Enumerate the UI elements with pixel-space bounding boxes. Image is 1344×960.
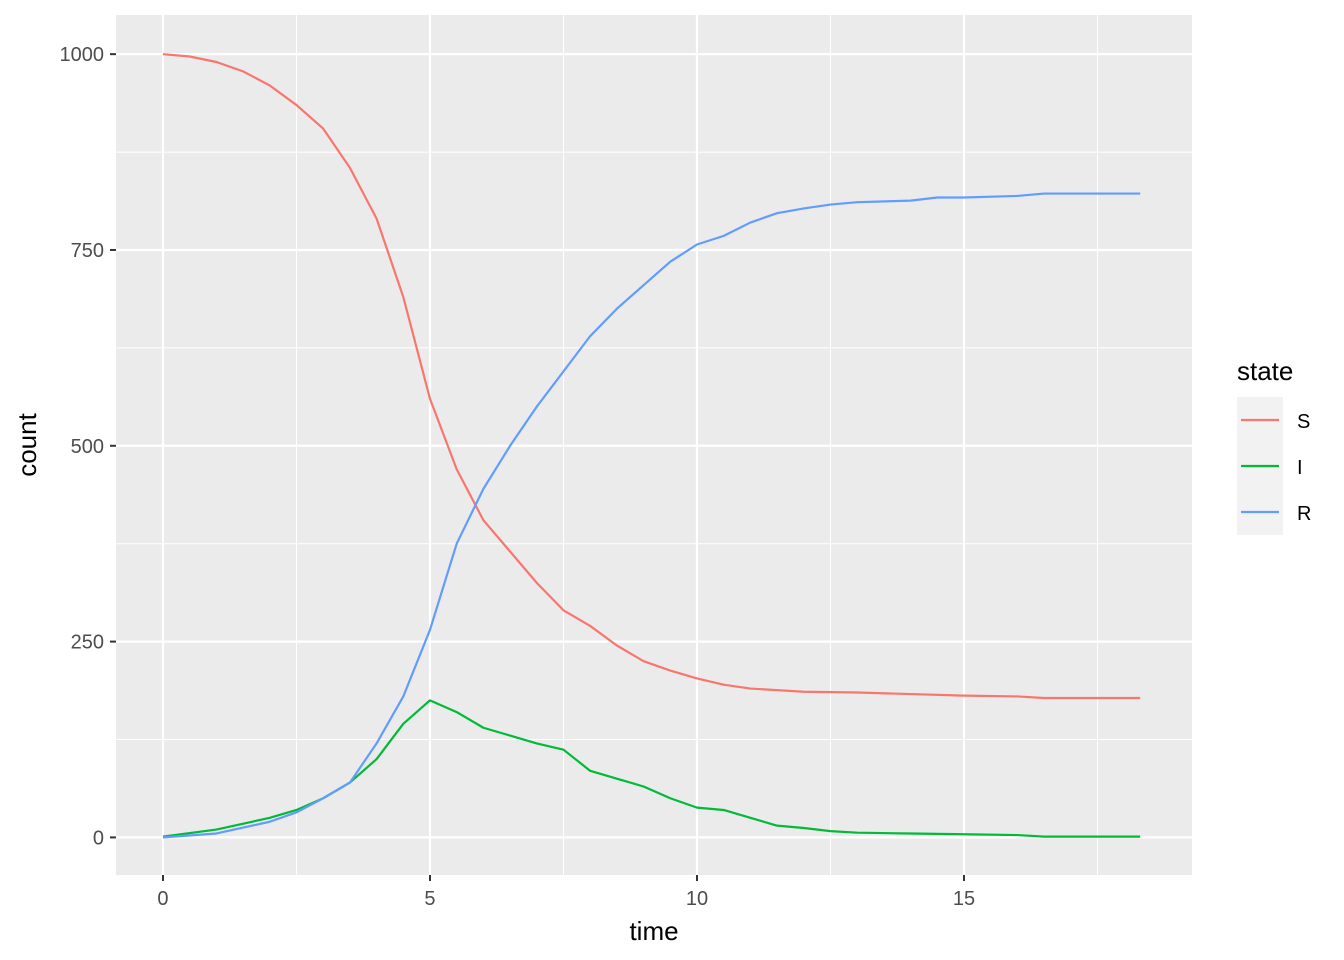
series-line-S [162,53,1141,700]
x-tick-label: 0 [157,888,168,910]
y-axis-label: count [12,412,42,476]
legend-title: state [1237,356,1293,386]
x-tick-label: 10 [686,888,708,910]
y-tick-label: 1000 [60,44,105,66]
y-tick-label: 500 [71,436,104,458]
x-axis-label: time [629,916,678,946]
y-tick-label: 0 [93,827,104,849]
y-tick-label: 250 [71,632,104,654]
x-tick-label: 5 [424,888,435,910]
legend-label-S: S [1297,411,1310,433]
legend-label-I: I [1297,457,1303,479]
series-line-R [162,192,1141,839]
legend-label-R: R [1297,503,1311,525]
x-tick-label: 15 [953,888,975,910]
y-tick-label: 750 [71,240,104,262]
legend: state S I R [1237,356,1311,535]
